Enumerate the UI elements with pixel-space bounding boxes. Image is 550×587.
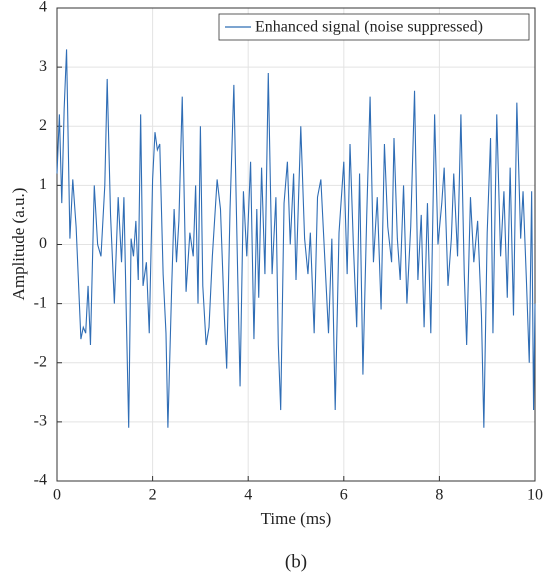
y-tick-label: 1 [39, 176, 47, 193]
legend-box [218, 13, 530, 41]
y-tick-label: 3 [39, 58, 47, 75]
x-tick-label: 10 [527, 487, 543, 504]
y-tick-label: -1 [34, 294, 47, 311]
y-tick-label: -2 [34, 353, 47, 370]
x-tick-label: 2 [149, 487, 157, 504]
x-axis-label: Time (ms) [261, 509, 332, 528]
y-tick-label: -4 [34, 472, 47, 489]
plot-frame [56, 7, 536, 482]
y-axis-label: Amplitude (a.u.) [9, 188, 28, 301]
x-tick-label: 8 [435, 487, 443, 504]
x-tick-label: 0 [53, 487, 61, 504]
y-tick-label: 0 [39, 235, 47, 252]
x-tick-label: 4 [244, 487, 252, 504]
x-tick-label: 6 [340, 487, 348, 504]
caption: (b) [285, 551, 307, 572]
y-tick-label: 4 [39, 0, 47, 16]
y-tick-label: -3 [34, 413, 47, 430]
signal-line [56, 49, 536, 428]
legend-label: Enhanced signal (noise suppressed) [255, 19, 483, 36]
y-tick-label: 2 [39, 117, 47, 134]
